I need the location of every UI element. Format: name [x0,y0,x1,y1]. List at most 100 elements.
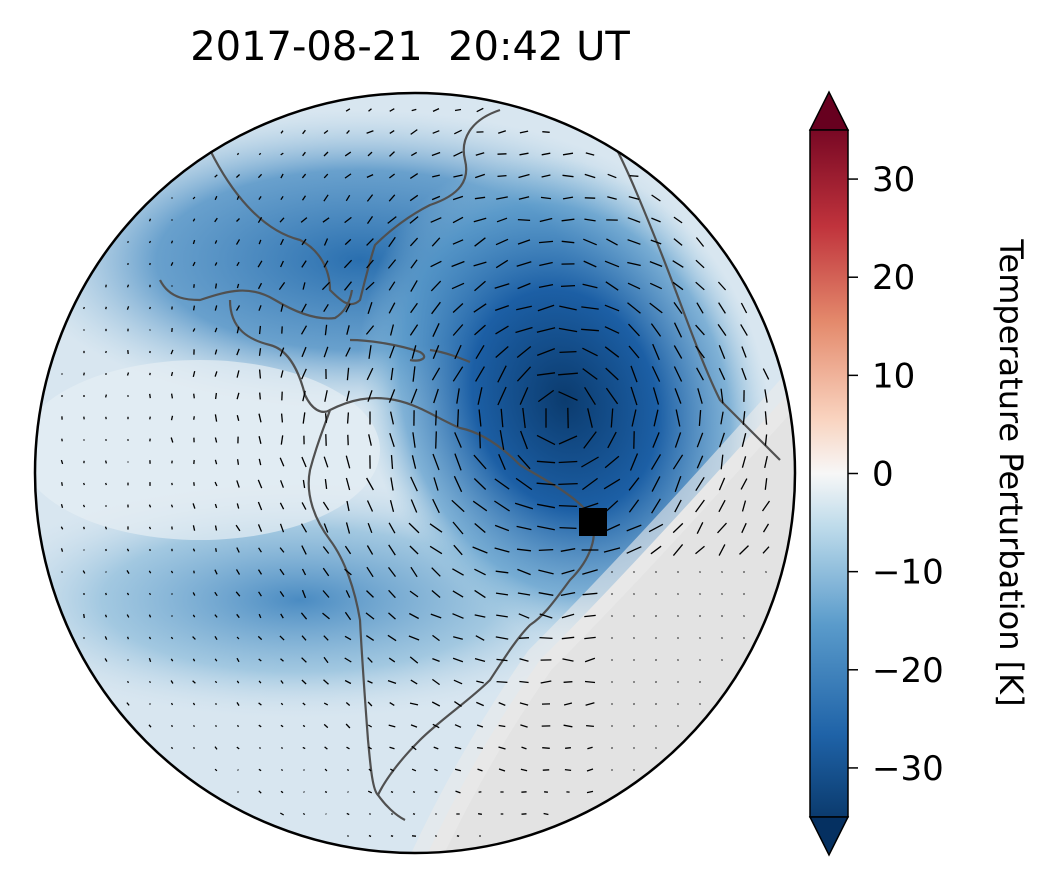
wind-vector [344,635,352,641]
wind-vector [279,217,285,223]
wind-vector [562,196,574,200]
wind-vector [522,407,526,429]
wind-vector [695,259,705,269]
wind-vector [519,430,529,450]
wind-vector [258,239,262,245]
wind-vector [301,173,307,179]
wind-vector [741,522,747,534]
wind-vector [695,281,705,291]
wind-vector [280,435,284,445]
wind-vector [474,614,486,618]
wind-vector [280,260,284,268]
wind-vector [582,569,598,575]
wind-vector [764,389,768,403]
wind-vector [257,216,263,224]
wind-vector [82,570,86,574]
wind-vector [518,637,530,639]
wind-vector [558,482,578,486]
wind-vector [472,500,488,512]
wind-vector [651,217,661,223]
wind-vector [582,368,598,380]
colorbar-tick-label: 20 [872,258,915,298]
wind-vector [453,636,463,640]
wind-vector [104,526,108,530]
wind-vector [170,570,174,574]
wind-vector [170,415,174,421]
wind-vector [628,477,640,491]
wind-vector [388,389,396,403]
wind-vector [610,408,614,428]
wind-vector [192,196,196,200]
wind-vector [472,546,488,554]
wind-vector [387,216,397,224]
wind-vector [258,413,262,423]
wind-vector [301,238,307,246]
wind-vector [536,434,556,446]
wind-vector [495,325,509,335]
wind-vector [454,746,462,750]
wind-vector [367,790,373,794]
wind-vector [366,194,374,202]
wind-vector [433,388,439,404]
wind-vector [627,302,641,314]
colorbar-label: Temperature Perturbation [K] [992,238,1030,706]
wind-vector [495,592,509,596]
wind-vector [629,453,639,471]
wind-vector [387,634,397,642]
wind-vector [148,306,152,310]
wind-vector [410,566,418,578]
wind-vector [235,591,241,597]
wind-vector [452,366,464,382]
wind-vector [695,237,705,247]
wind-vector [558,372,578,376]
wind-vector [214,635,218,641]
wind-vector [674,388,682,404]
wind-vector [257,479,263,489]
wind-vector [408,522,420,534]
wind-vector [563,702,573,706]
wind-vector [324,746,328,750]
wind-vector [699,571,701,573]
wind-vector [539,261,553,267]
wind-vector [477,387,483,405]
wind-vector [344,216,352,224]
wind-vector [474,280,486,292]
wind-vector [170,746,174,750]
wind-vector [677,615,679,617]
wind-vector [323,656,329,664]
wind-vector [453,679,463,685]
wind-vector [388,194,396,202]
wind-vector [517,239,531,245]
wind-vector [499,430,505,450]
wind-vector [718,499,726,513]
wind-vector [236,746,240,750]
wind-vector [301,635,307,641]
wind-vector [456,388,460,404]
wind-vector [740,478,748,490]
wind-vector [432,323,440,337]
wind-vector [696,455,704,469]
wind-vector [629,175,639,177]
wind-vector [346,412,350,424]
wind-vector [565,747,571,749]
wind-vector [542,747,550,749]
wind-vector [454,344,462,360]
wind-vector [389,173,395,179]
wind-vector [365,612,375,620]
wind-vector [301,679,307,685]
wind-vector [650,323,662,337]
wind-vector [344,611,352,621]
colorbar-tick-label: 0 [872,455,894,495]
wind-vector [452,613,464,619]
wind-vector [453,151,463,157]
wind-vector [517,568,531,576]
wind-vector [696,367,704,381]
wind-vector [431,301,441,315]
wind-vector [258,613,262,619]
wind-vector [258,348,262,356]
wind-vector [214,658,218,662]
wind-vector [301,545,307,555]
wind-vector [192,525,196,531]
wind-vector [543,812,549,816]
wind-vector [633,571,635,573]
